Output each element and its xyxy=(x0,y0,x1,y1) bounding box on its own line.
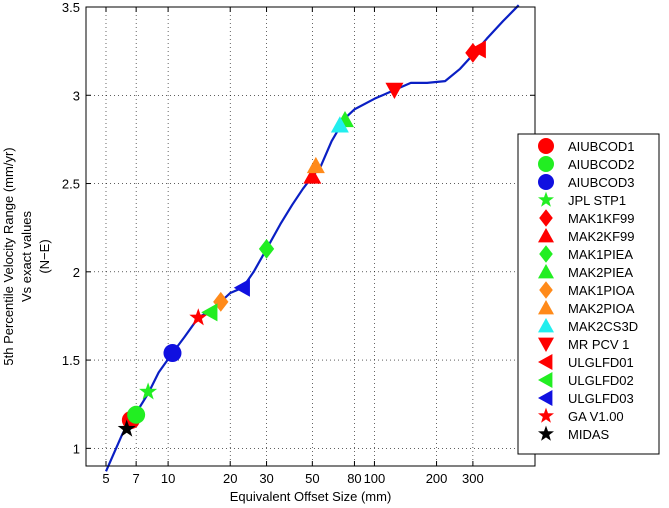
legend-label: MR PCV 1 xyxy=(568,337,629,352)
legend-marker-aiubcod3 xyxy=(538,174,554,190)
y-tick-label: 2.5 xyxy=(62,177,80,192)
legend-label: AIUBCOD2 xyxy=(568,157,634,172)
data-point-mr-pcv-1 xyxy=(385,82,404,99)
markers xyxy=(117,40,486,437)
x-tick-label: 100 xyxy=(364,471,386,486)
data-point-mak2cs3d xyxy=(330,116,349,133)
x-tick-label: 7 xyxy=(133,471,140,486)
y-axis-label-line: 5th Percentile Velocity Range (mm/yr) xyxy=(1,147,16,365)
legend-marker-mak1kf99 xyxy=(539,209,553,227)
data-point-midas xyxy=(117,419,136,437)
legend-marker-ga-v1-00 xyxy=(538,407,554,423)
legend-label: ULGLFD03 xyxy=(568,391,634,406)
x-tick-label: 80 xyxy=(347,471,361,486)
legend-label: MAK2PIEA xyxy=(568,265,633,280)
legend-label: MAK1PIOA xyxy=(568,283,635,298)
data-point-mak2kf99 xyxy=(303,167,322,184)
legend-label: MAK2KF99 xyxy=(568,229,634,244)
legend-label: ULGLFD01 xyxy=(568,355,634,370)
curve-layer xyxy=(104,4,520,472)
legend-marker-mr-pcv-1 xyxy=(538,337,554,352)
legend-label: MAK2PIOA xyxy=(568,301,635,316)
data-point-ga-v1-00 xyxy=(189,308,208,326)
fitted-curve xyxy=(104,4,520,472)
legend-label: MAK1KF99 xyxy=(568,211,634,226)
x-tick-label: 5 xyxy=(102,471,109,486)
data-point-jpl-stp1 xyxy=(139,382,158,400)
data-point-mak1piea xyxy=(258,238,275,259)
legend-label: JPL STP1 xyxy=(568,193,626,208)
legend-marker-mak2cs3d xyxy=(538,318,554,333)
legend-marker-mak2piea xyxy=(538,264,554,279)
x-tick-label: 300 xyxy=(462,471,484,486)
x-tick-label: 10 xyxy=(161,471,175,486)
legend-label: ULGLFD02 xyxy=(568,373,634,388)
legend-marker-mak2kf99 xyxy=(538,228,554,243)
legend: AIUBCOD1 AIUBCOD2 AIUBCOD3 JPL STP1 MAK1KF99… xyxy=(517,133,660,455)
legend-label: GA V1.00 xyxy=(568,409,624,424)
x-tick-label: 20 xyxy=(223,471,237,486)
data-point-aiubcod2 xyxy=(127,405,146,424)
legend-marker-ulglfd01 xyxy=(538,354,553,370)
x-tick-label: 50 xyxy=(305,471,319,486)
data-point-ulglfd03 xyxy=(233,278,250,297)
legend-marker-midas xyxy=(538,425,554,441)
data-point-aiubcod3 xyxy=(163,344,182,363)
legend-label: MIDAS xyxy=(568,427,610,442)
y-axis-label-line: Vs exact values xyxy=(19,210,34,302)
legend-label: AIUBCOD1 xyxy=(568,139,634,154)
legend-label: AIUBCOD3 xyxy=(568,175,634,190)
y-tick-label: 1 xyxy=(73,441,80,456)
y-tick-label: 2 xyxy=(73,265,80,280)
legend-label: MAK2CS3D xyxy=(568,319,638,334)
legend-marker-ulglfd03 xyxy=(538,390,553,406)
data-point-ulglfd02 xyxy=(201,303,218,322)
data-point-ulglfd01 xyxy=(469,40,486,59)
grid xyxy=(86,6,535,466)
x-tick-label: 30 xyxy=(259,471,273,486)
ticks: 5 7 10 20 30 50 80 100 200 300 1 1.5 2 2.5 3 3.5 xyxy=(62,0,535,486)
legend-marker-aiubcod1 xyxy=(538,138,554,154)
y-axis-label-line: (N−E) xyxy=(37,239,52,273)
legend-marker-mak2pioa xyxy=(538,300,554,315)
data-point-mak2pioa xyxy=(306,156,325,174)
x-tick-label: 200 xyxy=(426,471,448,486)
y-tick-label: 3 xyxy=(73,88,80,103)
y-tick-label: 1.5 xyxy=(62,353,80,368)
legend-marker-mak1piea xyxy=(539,245,553,263)
y-axis-label: 5th Percentile Velocity Range (mm/yr) Vs … xyxy=(1,147,52,365)
y-tick-label: 3.5 xyxy=(62,0,80,15)
legend-marker-ulglfd02 xyxy=(538,372,553,388)
legend-marker-aiubcod2 xyxy=(538,156,554,172)
legend-marker-jpl-stp1 xyxy=(538,191,554,207)
legend-label: MAK1PIEA xyxy=(568,247,633,262)
legend-marker-mak1pioa xyxy=(539,281,553,299)
x-axis-label: Equivalent Offset Size (mm) xyxy=(230,489,392,504)
